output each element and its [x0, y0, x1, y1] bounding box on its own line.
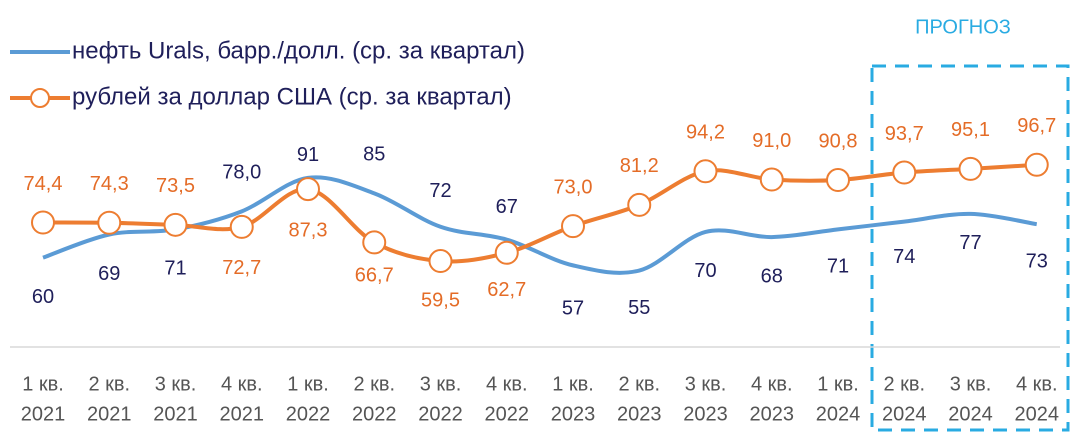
data-label: 57: [562, 298, 584, 320]
data-label: 70: [694, 260, 716, 282]
data-label: 91,0: [752, 130, 791, 152]
x-tick-label: 3 кв.: [685, 373, 727, 395]
data-label: 59,5: [421, 289, 460, 311]
data-label: 69: [98, 263, 120, 285]
x-tick-label: 4 кв.: [486, 373, 528, 395]
marker: [229, 214, 254, 239]
legend-label: нефть Urals, барр./долл. (ср. за квартал…: [72, 37, 525, 64]
marker: [826, 168, 850, 193]
data-label: 60: [32, 286, 54, 308]
x-tick-label: 2022: [352, 403, 397, 425]
x-tick-label: 2021: [21, 403, 66, 425]
x-tick-label: 2 кв.: [883, 373, 925, 395]
data-label: 96,7: [1017, 115, 1056, 137]
marker: [494, 240, 519, 265]
data-label: 66,7: [355, 265, 394, 287]
data-label: 67: [496, 196, 518, 218]
legend-label: рублей за доллар США (ср. за квартал): [72, 83, 512, 110]
x-tick-label: 2023: [683, 403, 728, 425]
x-tick-label: 1 кв.: [22, 373, 64, 395]
data-label: 62,7: [487, 279, 526, 301]
marker: [97, 210, 122, 235]
data-label: 78,0: [222, 162, 261, 184]
x-tick-label: 2024: [882, 403, 927, 425]
data-label: 87,3: [289, 219, 328, 241]
marker: [296, 177, 320, 202]
x-tick-label: 2024: [1015, 403, 1060, 425]
data-label: 81,2: [620, 155, 659, 177]
data-label: 71: [164, 258, 186, 280]
x-tick-label: 2021: [153, 403, 198, 425]
x-tick-label: 2023: [551, 403, 596, 425]
data-label: 74,4: [24, 173, 63, 195]
forecast-box: [870, 64, 1070, 432]
x-tick-label: 2022: [485, 403, 530, 425]
data-label: 94,2: [686, 122, 725, 144]
x-tick-label: 3 кв.: [950, 373, 992, 395]
marker: [561, 214, 585, 239]
x-tick-label: 2 кв.: [618, 373, 660, 395]
data-label: 74: [893, 246, 915, 268]
marker: [693, 159, 718, 184]
x-tick-label: 4 кв.: [751, 373, 793, 395]
data-label: 71: [827, 256, 849, 278]
marker: [627, 192, 652, 217]
marker: [958, 156, 983, 181]
x-tick-label: 1 кв.: [552, 373, 594, 395]
x-tick-label: 2023: [750, 403, 795, 425]
x-tick-label: 2 кв.: [353, 373, 395, 395]
data-label: 95,1: [951, 119, 990, 141]
x-tick-label: 2024: [948, 403, 993, 425]
x-tick-label: 2024: [816, 403, 861, 425]
marker: [759, 167, 784, 192]
x-tick-label: 2022: [286, 403, 331, 425]
data-label: 73: [1026, 250, 1048, 272]
x-tick-label: 1 кв.: [817, 373, 859, 395]
data-label: 74,3: [90, 173, 129, 195]
data-label: 73,0: [554, 176, 593, 198]
data-label: 90,8: [819, 130, 858, 152]
marker: [892, 160, 917, 185]
x-tick-label: 4 кв.: [221, 373, 263, 395]
series-line: [42, 162, 1037, 264]
x-tick-label: 2022: [418, 403, 463, 425]
x-tick-label: 2021: [220, 403, 265, 425]
marker: [31, 210, 55, 235]
x-tick-label: 3 кв.: [155, 373, 197, 395]
x-tick-label: 3 кв.: [420, 373, 462, 395]
x-tick-label: 2023: [617, 403, 662, 425]
data-label: 55: [628, 297, 650, 319]
x-tick-label: 2 кв.: [88, 373, 130, 395]
data-label: 72,7: [222, 257, 261, 279]
legend-marker: [30, 88, 50, 108]
data-label: 93,7: [885, 123, 924, 145]
series-line: [42, 175, 1038, 275]
data-label: 72: [429, 180, 451, 202]
marker: [362, 230, 387, 255]
marker: [163, 212, 188, 237]
annotation: ПРОГНОЗ: [915, 16, 1011, 38]
data-label: 73,5: [156, 175, 195, 197]
data-label: 91: [297, 144, 319, 166]
marker: [1024, 152, 1049, 177]
x-tick-label: 2021: [87, 403, 132, 425]
data-label: 85: [363, 144, 385, 166]
x-tick-label: 1 кв.: [287, 373, 329, 395]
data-label: 77: [959, 232, 981, 254]
marker: [428, 249, 453, 274]
x-tick-label: 4 кв.: [1016, 373, 1058, 395]
data-label: 68: [761, 265, 783, 287]
